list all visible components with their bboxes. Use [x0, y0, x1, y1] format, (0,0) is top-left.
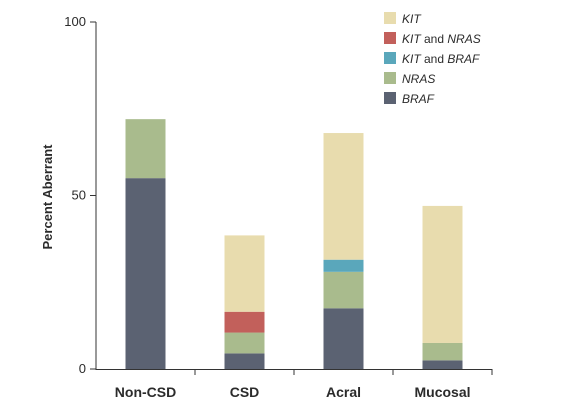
legend-text-part: NRAS [447, 32, 480, 46]
bar-segment-braf-non-csd [125, 178, 166, 369]
legend-swatch [384, 72, 396, 84]
legend-text-part: and [421, 52, 448, 66]
bar-segment-kit-csd [224, 235, 265, 312]
bar-segment-nras-csd [224, 332, 265, 354]
legend-text-part: KIT [402, 32, 422, 46]
legend-text-part: KIT [402, 52, 422, 66]
y-axis-title: Percent Aberrant [40, 144, 55, 250]
category-label: Mucosal [414, 384, 470, 400]
y-tick-label: 50 [72, 188, 86, 203]
legend-swatch [384, 12, 396, 24]
bar-segment-kit-and-nras-csd [224, 311, 265, 333]
bar-segment-braf-acral [323, 308, 364, 369]
legend-entry: BRAF [402, 92, 435, 106]
category-label: Acral [326, 384, 361, 400]
bar-segment-nras-non-csd [125, 119, 166, 179]
bar-segment-kit-acral [323, 133, 364, 260]
legend-entry: NRAS [402, 72, 435, 86]
y-ticks: 0 50 100 [64, 14, 96, 376]
bar-segment-nras-acral [323, 271, 364, 309]
legend-entry: KIT and NRAS [402, 32, 481, 46]
legend-swatch [384, 32, 396, 44]
bars [125, 119, 463, 369]
bar-segment-braf-mucosal [422, 360, 463, 369]
legend-text-part: KIT [402, 12, 422, 26]
y-tick-label: 100 [64, 14, 86, 29]
category-label: CSD [230, 384, 260, 400]
category-labels: Non-CSD CSD Acral Mucosal [115, 384, 471, 400]
legend-text-part: BRAF [402, 92, 435, 106]
category-label: Non-CSD [115, 384, 176, 400]
bar-segment-kit-mucosal [422, 205, 463, 343]
legend-swatch [384, 92, 396, 104]
legend-text-part: and [421, 32, 448, 46]
legend-entry: KIT and BRAF [402, 52, 480, 66]
bar-segment-kit-and-braf-acral [323, 259, 364, 272]
legend-swatch [384, 52, 396, 64]
y-tick-label: 0 [79, 361, 86, 376]
bar-segment-braf-csd [224, 353, 265, 369]
bar-segment-nras-mucosal [422, 342, 463, 361]
x-ticks [194, 369, 493, 375]
legend-text-part: BRAF [447, 52, 480, 66]
legend-entry: KIT [402, 12, 422, 26]
legend-text-part: NRAS [402, 72, 435, 86]
